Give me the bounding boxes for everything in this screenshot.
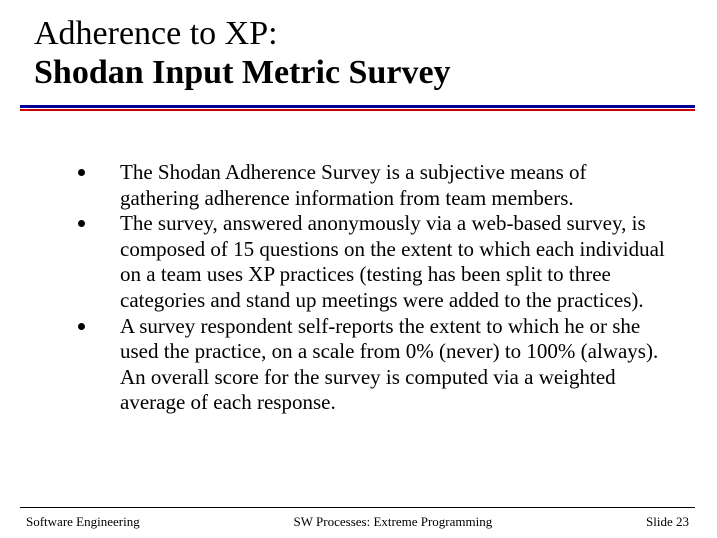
title-line-2: Shodan Input Metric Survey [34,53,717,92]
title-line-1: Adherence to XP: [34,14,717,53]
bullet-text: A survey respondent self-reports the ext… [120,314,658,415]
footer: Software Engineering SW Processes: Extre… [20,514,695,530]
body: The Shodan Adherence Survey is a subject… [60,160,670,416]
slide: Adherence to XP: Shodan Input Metric Sur… [0,0,717,538]
title-block: Adherence to XP: Shodan Input Metric Sur… [0,0,717,92]
list-item: A survey respondent self-reports the ext… [60,314,670,416]
footer-center: SW Processes: Extreme Programming [140,514,646,530]
list-item: The survey, answered anonymously via a w… [60,211,670,313]
footer-right: Slide 23 [646,514,695,530]
title-rule-red [20,109,695,111]
bullet-text: The Shodan Adherence Survey is a subject… [120,160,587,210]
bullet-text: The survey, answered anonymously via a w… [120,211,665,312]
footer-left: Software Engineering [20,514,140,530]
footer-rule [20,507,695,508]
list-item: The Shodan Adherence Survey is a subject… [60,160,670,211]
title-rule-blue [20,105,695,108]
bullet-list: The Shodan Adherence Survey is a subject… [60,160,670,416]
